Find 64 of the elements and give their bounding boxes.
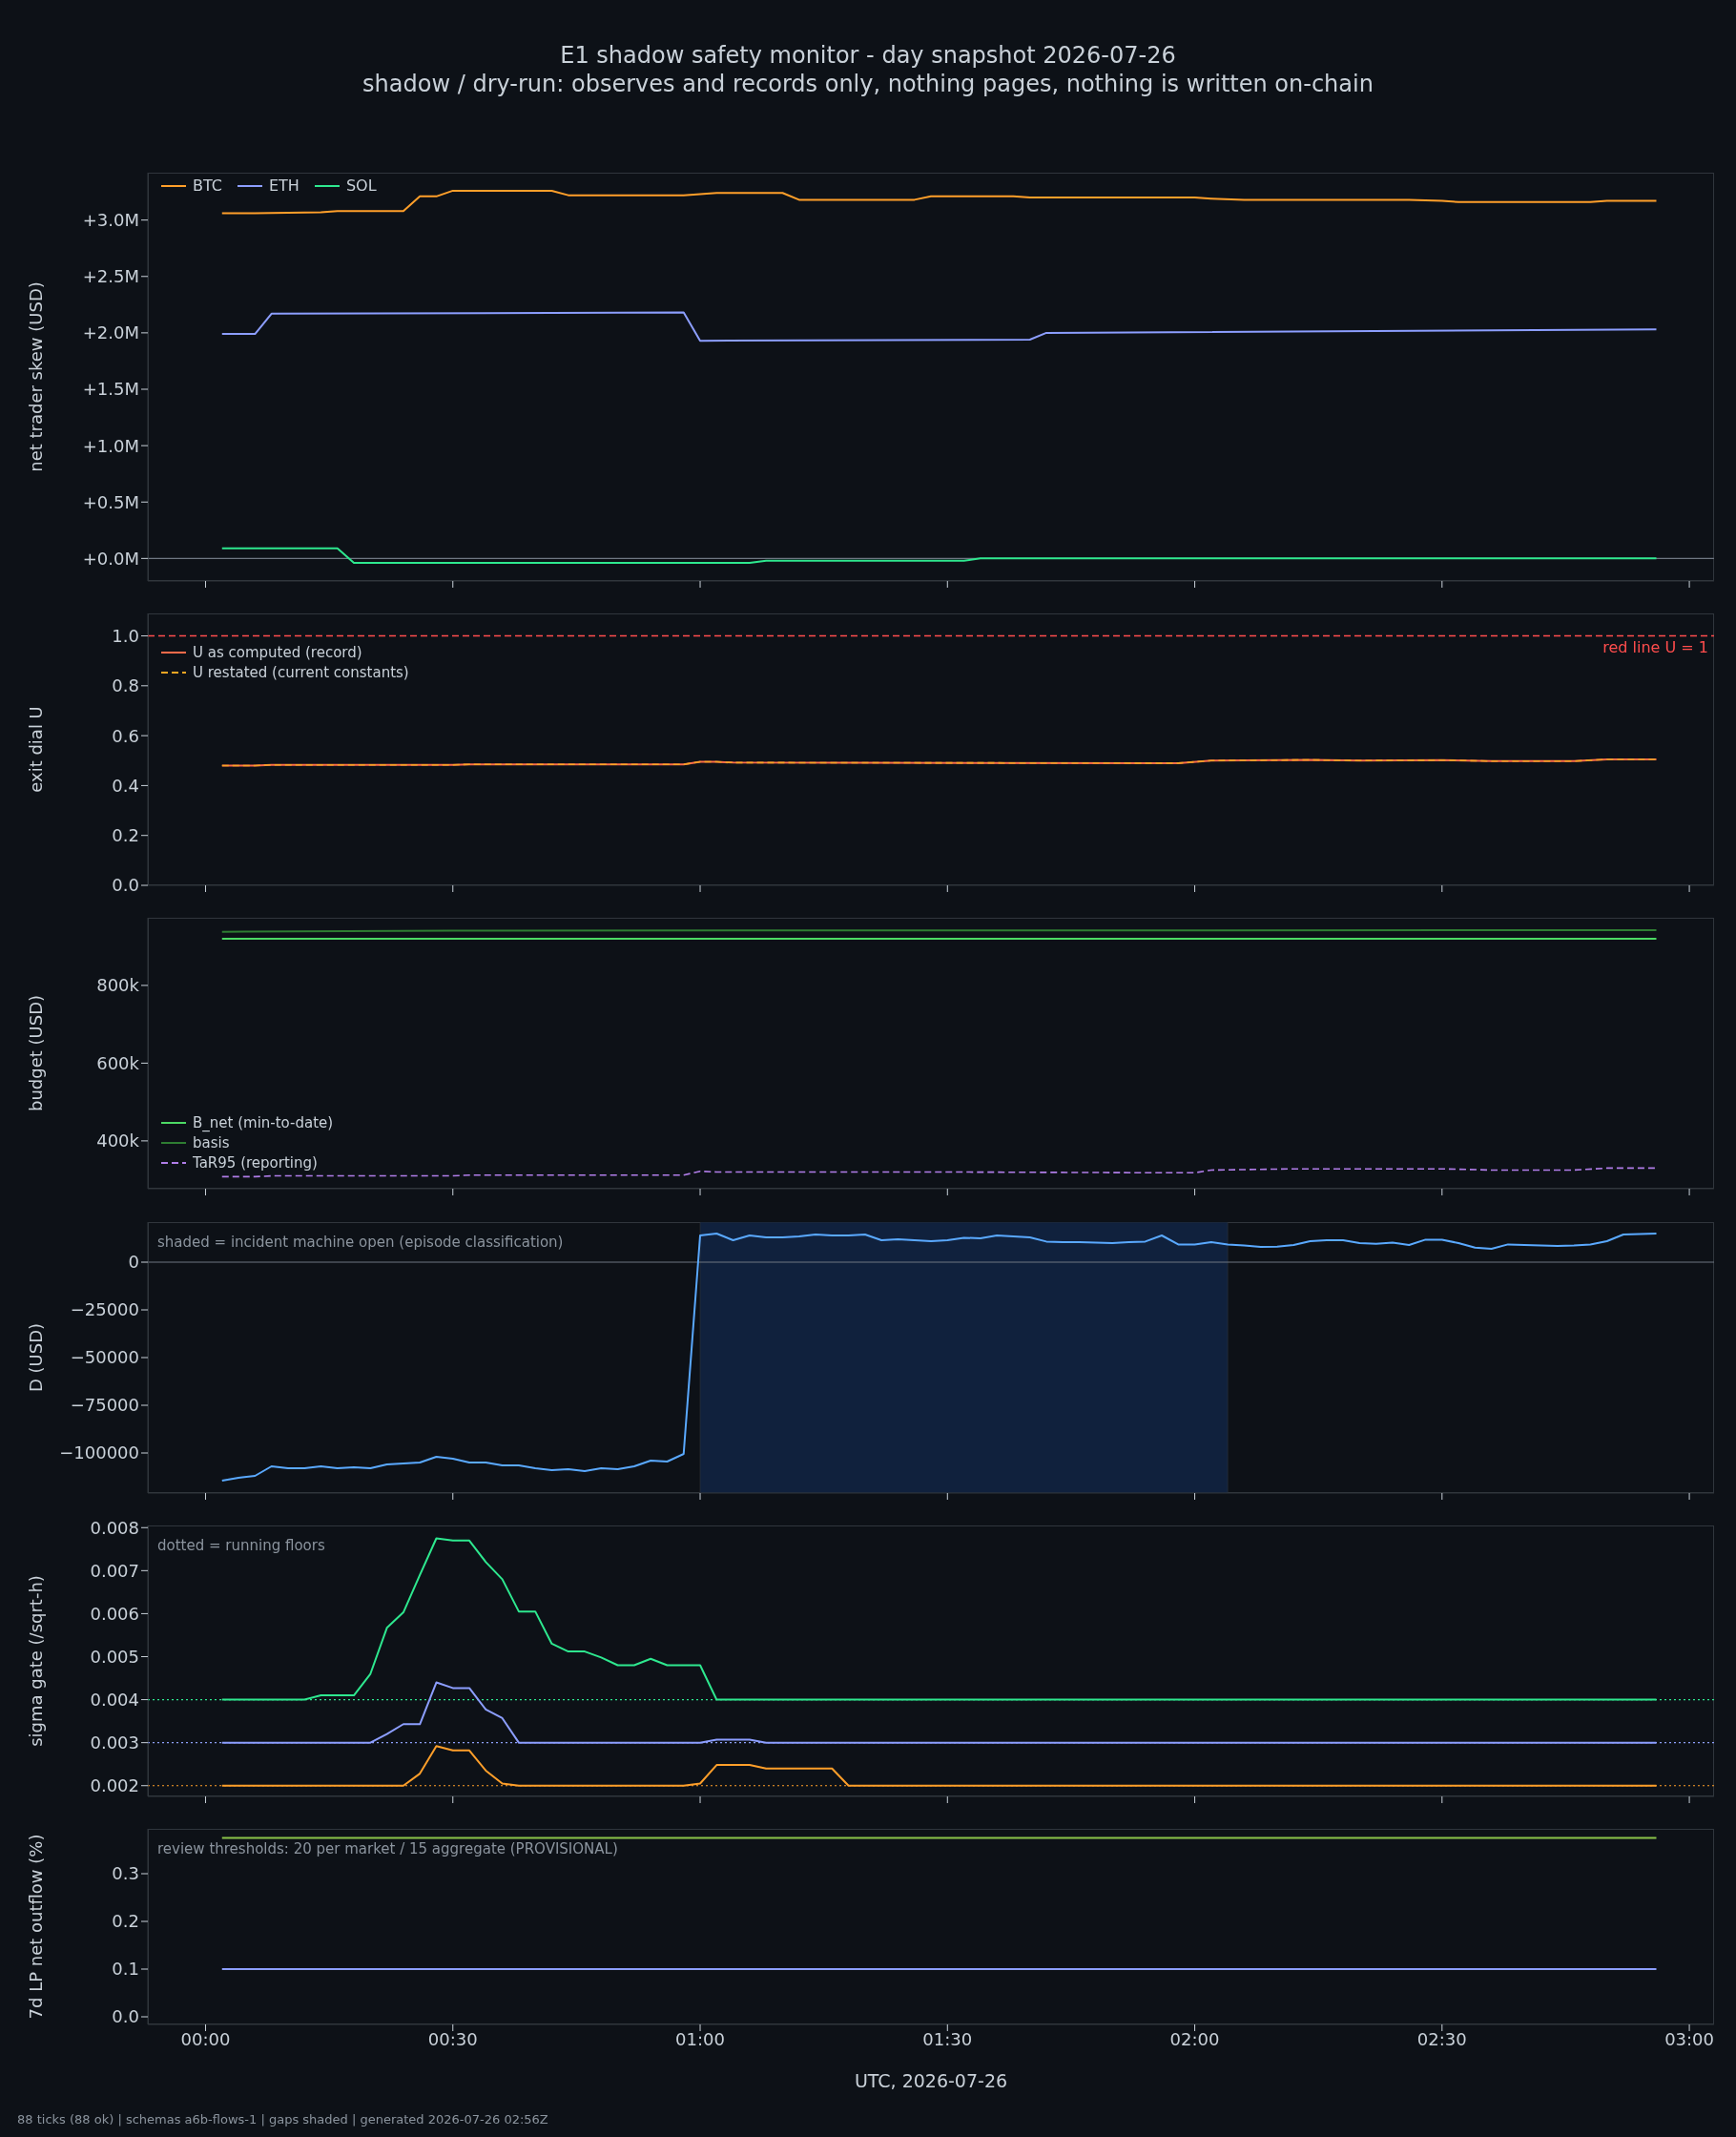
x-tick-label: 01:00 xyxy=(675,2028,725,2049)
annotation: dotted = running floors xyxy=(157,1537,325,1554)
y-tick-label: 0 xyxy=(128,1252,139,1273)
legend-label: basis xyxy=(193,1134,230,1151)
legend-label: U as computed (record) xyxy=(193,643,362,661)
y-tick-label: 0.006 xyxy=(90,1603,139,1624)
y-tick-label: 600k xyxy=(96,1052,140,1073)
y-tick-label: 0.002 xyxy=(90,1775,139,1796)
ref-line-label: red line U = 1 xyxy=(1602,637,1708,656)
y-tick-label: 1.0 xyxy=(112,625,139,646)
text: 88 ticks (88 ok) | schemas a6b-flows-1 | gaps shaded | generated 2026-07-26 02:56Z xyxy=(17,2112,548,2127)
x-tick-label: 00:00 xyxy=(180,2028,231,2049)
y-tick-label: +1.5M xyxy=(82,379,139,400)
x-axis-title: UTC, 2026-07-26 xyxy=(854,2070,1008,2091)
y-axis-title: net trader skew (USD) xyxy=(26,281,47,472)
legend-label: U restated (current constants) xyxy=(193,663,409,681)
y-tick-label: 0.8 xyxy=(112,675,139,696)
y-tick-label: +1.0M xyxy=(82,435,139,456)
y-axis-title: exit dial U xyxy=(26,706,47,793)
legend-label: BTC xyxy=(193,176,222,195)
y-tick-label: +2.0M xyxy=(82,322,139,343)
y-axis-title: D (USD) xyxy=(26,1322,47,1393)
y-tick-label: 400k xyxy=(96,1131,140,1151)
line-series xyxy=(220,189,1658,215)
y-tick-label: 0.0 xyxy=(112,2006,139,2027)
x-tick-label: 02:30 xyxy=(1416,2028,1467,2049)
y-tick-label: −25000 xyxy=(70,1299,139,1320)
legend-label: ETH xyxy=(268,176,300,195)
y-tick-label: −75000 xyxy=(70,1395,139,1416)
x-tick-label: 00:30 xyxy=(427,2028,478,2049)
y-tick-label: 0.1 xyxy=(112,1959,139,1980)
y-tick-label: 0.4 xyxy=(112,775,139,796)
y-tick-label: −50000 xyxy=(70,1347,139,1368)
legend-label: SOL xyxy=(345,176,377,195)
y-tick-label: 0.6 xyxy=(112,725,139,746)
annotation: review thresholds: 20 per market / 15 aggregate (PROVISIONAL) xyxy=(157,1840,618,1857)
y-tick-label: 0.008 xyxy=(90,1517,139,1538)
y-tick-label: +0.0M xyxy=(82,548,139,569)
chart-subtitle: shadow / dry-run: observes and records only, nothing pages, nothing is written on-chain xyxy=(362,71,1374,97)
y-tick-label: 0.2 xyxy=(112,1911,139,1932)
y-tick-label: 0.005 xyxy=(90,1646,139,1667)
x-tick-label: 02:00 xyxy=(1169,2028,1220,2049)
y-tick-label: +0.5M xyxy=(82,491,139,512)
legend-label: B_net (min-to-date) xyxy=(193,1114,334,1131)
y-tick-label: 0.003 xyxy=(90,1732,139,1753)
x-tick-label: 01:30 xyxy=(922,2028,973,2049)
line-series xyxy=(220,547,1658,565)
y-tick-label: −100000 xyxy=(59,1442,139,1463)
y-tick-label: 0.3 xyxy=(112,1863,139,1884)
annotation: shaded = incident machine open (episode classification) xyxy=(157,1234,564,1251)
legend-label: TaR95 (reporting) xyxy=(193,1154,318,1172)
x-tick-label: 03:00 xyxy=(1664,2028,1715,2049)
chart-title: E1 shadow safety monitor - day snapshot 2026-07-26 xyxy=(559,42,1177,69)
y-axis-title: sigma gate (/sqrt-h) xyxy=(26,1575,47,1747)
y-tick-label: 0.007 xyxy=(90,1560,139,1581)
y-tick-label: +2.5M xyxy=(82,266,139,287)
y-tick-label: +3.0M xyxy=(82,210,139,231)
y-tick-label: 0.2 xyxy=(112,825,139,846)
line-series xyxy=(220,311,1658,342)
y-tick-label: 0.0 xyxy=(112,875,139,896)
y-axis-title: budget (USD) xyxy=(26,994,47,1112)
y-axis-title: 7d LP net outflow (%) xyxy=(26,1834,47,2020)
y-tick-label: 0.004 xyxy=(90,1689,139,1710)
y-tick-label: 800k xyxy=(96,975,140,996)
